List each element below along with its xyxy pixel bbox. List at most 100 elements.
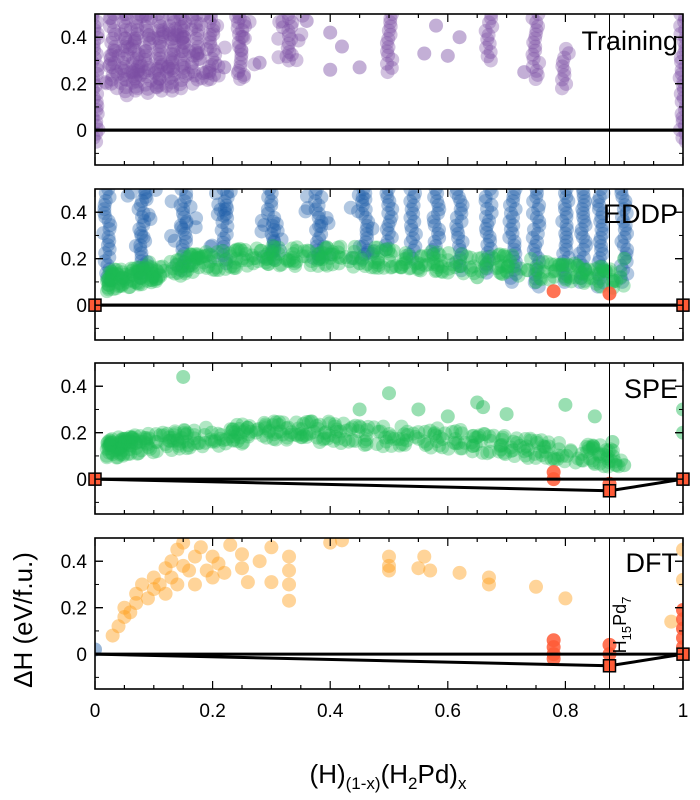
data-point-green (126, 432, 141, 447)
data-point-blue (312, 231, 327, 246)
data-point-blue (507, 238, 522, 253)
data-point-blue (454, 214, 469, 229)
data-point-green (190, 252, 205, 267)
data-point-green (137, 430, 152, 445)
phase-label-main: H (610, 640, 630, 653)
data-point-training (141, 61, 156, 76)
data-point-green (262, 250, 277, 265)
data-point-green (251, 254, 266, 269)
data-point-training (184, 22, 199, 37)
data-point-green (354, 252, 369, 267)
data-point-training (129, 31, 144, 46)
data-point-training (142, 36, 157, 51)
data-point-green (268, 252, 283, 267)
data-point-training (191, 23, 206, 38)
data-point-training (232, 27, 247, 42)
data-point-green (430, 260, 445, 275)
phase-label: H15Pd7 (610, 597, 634, 654)
data-point-training (151, 15, 166, 30)
data-point-blue (137, 189, 152, 201)
data-point-blue (573, 270, 588, 285)
y-tick-label: 0 (76, 470, 87, 491)
data-point-green (502, 254, 517, 269)
data-point-green (123, 429, 138, 444)
data-point-blue (594, 238, 609, 253)
data-point-training (149, 80, 164, 95)
data-point-green (146, 269, 161, 284)
data-point-green (494, 438, 509, 453)
data-point-green (395, 437, 410, 452)
data-point-green (281, 420, 296, 435)
data-point-training (107, 23, 122, 38)
data-point-green (579, 439, 594, 454)
data-point-training (155, 23, 170, 38)
x-axis-title-part: (H (381, 759, 408, 789)
data-point-training (271, 50, 286, 65)
data-point-green (353, 420, 368, 435)
data-point-green (509, 436, 524, 451)
data-point-green (320, 258, 335, 273)
data-point-training (109, 81, 124, 96)
data-point-blue (266, 251, 281, 266)
data-point-green (320, 241, 335, 256)
data-point-training (238, 19, 253, 34)
data-point-training (118, 31, 133, 46)
data-point-blue (577, 214, 592, 229)
data-point-blue (482, 229, 497, 244)
data-point-training (190, 46, 205, 61)
data-point-green (608, 457, 623, 472)
data-point-blue (526, 242, 541, 257)
data-point-blue (427, 218, 442, 233)
panel-plot-area (95, 538, 683, 666)
data-point-blue (211, 197, 226, 212)
data-point-green (107, 443, 122, 458)
data-point-green (259, 252, 274, 267)
data-point-green (186, 255, 201, 270)
data-point-green (548, 263, 563, 278)
data-point-green (521, 263, 536, 278)
data-point-green (233, 430, 248, 445)
data-point-training (125, 39, 140, 54)
data-point-blue (619, 206, 634, 221)
data-point-blue (261, 190, 276, 205)
data-point-blue (482, 213, 497, 228)
data-point-blue (594, 259, 609, 274)
data-point-green (185, 264, 200, 279)
data-point-orange (211, 556, 226, 571)
data-point-training (155, 27, 170, 42)
data-point-training (127, 35, 142, 50)
data-point-training (165, 79, 180, 94)
data-point-training (153, 19, 168, 34)
data-point-green (540, 255, 555, 270)
data-point-training (95, 50, 102, 65)
data-point-green (302, 414, 317, 429)
data-point-blue (430, 194, 445, 209)
data-point-training (202, 31, 217, 46)
data-point-blue (478, 193, 493, 208)
data-point-blue (265, 244, 280, 259)
data-point-green (101, 277, 116, 292)
data-point-training (676, 82, 683, 97)
data-point-green (511, 268, 526, 283)
data-point-green (448, 431, 463, 446)
data-point-training (196, 14, 211, 23)
data-point-training (674, 54, 683, 69)
data-point-training (159, 64, 174, 79)
data-point-blue (103, 218, 118, 233)
data-point-training (281, 53, 296, 68)
data-point-green (580, 444, 595, 459)
x-axis-title-sub: x (458, 774, 467, 793)
data-point-blue (558, 266, 573, 281)
data-point-blue (406, 243, 421, 258)
data-point-green (265, 247, 280, 262)
data-point-training (95, 30, 105, 45)
data-point-green (585, 438, 600, 453)
data-point-training (173, 20, 188, 35)
data-point-blue (528, 267, 543, 282)
data-point-green (271, 240, 286, 255)
data-point-blue (529, 263, 544, 278)
data-point-blue (592, 271, 607, 286)
data-point-blue (455, 234, 470, 249)
data-point-blue (596, 189, 611, 201)
data-point-green (148, 434, 163, 449)
